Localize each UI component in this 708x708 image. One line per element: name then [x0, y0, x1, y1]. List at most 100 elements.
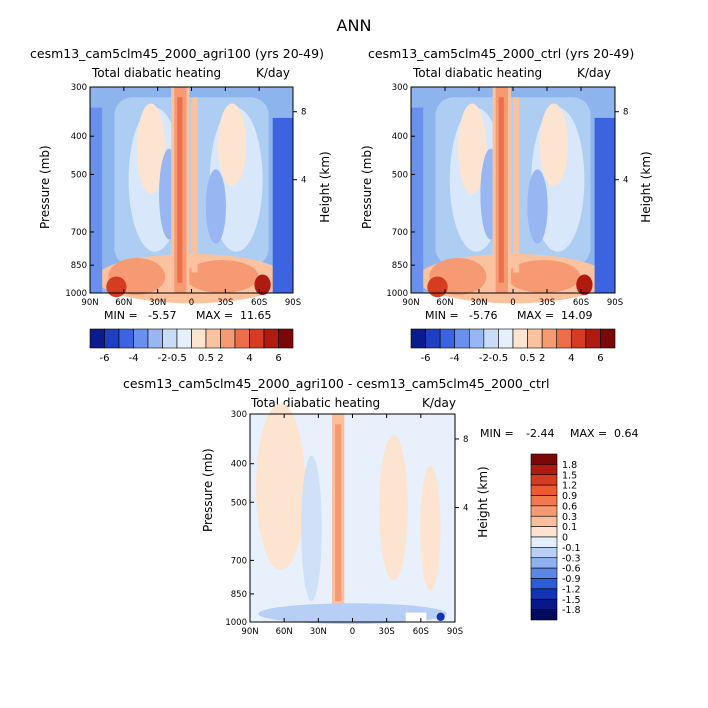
min-value-diff: -2.44 — [526, 427, 555, 440]
field-region — [498, 97, 504, 283]
field-region — [136, 103, 166, 195]
colorbar-label: -4 — [129, 353, 139, 364]
colorbar-box — [530, 453, 558, 465]
colorbar-label: 0 — [562, 533, 568, 544]
y-tick-label: 400 — [392, 132, 408, 142]
x-tick-label: 90N — [402, 298, 419, 308]
field-region — [106, 276, 127, 298]
field-region — [256, 403, 306, 570]
y-tick-label: 1000 — [65, 289, 87, 299]
colorbar-label: 0.6 — [562, 501, 577, 512]
x-tick-label: 60S — [251, 298, 267, 308]
colorbar-label: 2 — [539, 353, 545, 364]
y-tick-label: 400 — [71, 132, 87, 142]
x-tick-label: 30N — [470, 298, 487, 308]
field-region — [301, 455, 322, 602]
y-right-tick-label: 8 — [301, 108, 306, 118]
colorbar-label: -1.5 — [562, 595, 581, 606]
colorbar-label: 2 — [217, 353, 223, 364]
y-tick-label: 850 — [71, 261, 87, 271]
colorbar-label: 0.1 — [562, 522, 577, 533]
field-region — [427, 276, 448, 298]
x-tick-label: 30N — [149, 298, 166, 308]
min-label-ctrl: MIN = — [425, 309, 459, 322]
colorbar-label: -0.5 — [489, 353, 509, 364]
max-label-ctrl: MAX = — [517, 309, 555, 322]
field-region — [379, 434, 408, 581]
colorbar-box — [530, 557, 558, 569]
subtitle-left-agri: Total diabatic heating — [92, 66, 222, 80]
colorbar-box — [530, 495, 558, 507]
min-value-ctrl: -5.76 — [469, 309, 498, 322]
colorbar-label: -1.2 — [562, 584, 581, 595]
x-tick-label: 90S — [607, 298, 623, 308]
y-right-tick-label: 4 — [301, 176, 306, 186]
colorbar-label: -0.9 — [562, 574, 581, 585]
colorbar-box — [530, 547, 558, 559]
y-tick-label: 700 — [231, 556, 247, 566]
colorbar-label: -0.3 — [562, 553, 581, 564]
field-region — [272, 117, 293, 294]
x-tick-label: 60N — [276, 627, 293, 637]
colorbar-label: 0.5 — [198, 353, 214, 364]
y-tick-label: 300 — [392, 83, 408, 93]
colorbar-box — [530, 588, 558, 600]
y-tick-label: 400 — [231, 460, 247, 470]
colorbar-label: 1.8 — [562, 460, 577, 471]
x-tick-label: 60S — [413, 627, 429, 637]
field-region — [513, 97, 520, 273]
y-tick-label: 1000 — [225, 618, 247, 628]
colorbar-label: -2 — [158, 353, 168, 364]
max-value-ctrl: 14.09 — [561, 309, 593, 322]
x-tick-label: 30S — [379, 627, 395, 637]
y-tick-label: 700 — [392, 228, 408, 238]
field-region — [185, 260, 259, 293]
field-region — [457, 103, 487, 195]
field-region — [405, 612, 427, 622]
colorbar-label: -2 — [479, 353, 489, 364]
x-tick-label: 30S — [539, 298, 555, 308]
colorbar-box — [530, 598, 558, 610]
y-right-tick-label: 4 — [623, 176, 628, 186]
y-tick-label: 850 — [231, 590, 247, 600]
field-region — [205, 169, 227, 244]
x-tick-label: 30S — [217, 298, 233, 308]
colorbar-label: -1.8 — [562, 605, 581, 616]
y-tick-label: 1000 — [386, 289, 408, 299]
y-tick-label: 300 — [231, 410, 247, 420]
y-tick-label: 500 — [392, 170, 408, 180]
field-region — [217, 103, 247, 186]
y-right-tick-label: 4 — [463, 504, 468, 514]
x-tick-label: 0 — [189, 298, 194, 308]
colorbar-label: 0.9 — [562, 491, 577, 502]
colorbar-box — [530, 526, 558, 538]
panel-title-ctrl: cesm13_cam5clm45_2000_ctrl (yrs 20-49) — [368, 46, 635, 61]
field-region — [527, 169, 548, 244]
figure-title: ANN — [336, 16, 372, 35]
max-label-diff: MAX = — [570, 427, 608, 440]
subtitle-left-ctrl: Total diabatic heating — [413, 66, 543, 80]
y-tick-label: 500 — [231, 498, 247, 508]
field-region — [90, 107, 103, 293]
colorbar-label: 6 — [275, 353, 281, 364]
colorbar-box — [530, 474, 558, 486]
x-tick-label: 90N — [241, 627, 258, 637]
subtitle-right-agri: K/day — [256, 66, 290, 80]
colorbar-box — [530, 578, 558, 590]
colorbar-box — [530, 609, 558, 621]
colorbar-label: -0.5 — [167, 353, 187, 364]
colorbar-label: -0.1 — [562, 543, 581, 554]
x-tick-label: 60S — [573, 298, 589, 308]
colorbar-label: 0.5 — [520, 353, 536, 364]
colorbar-label: 4 — [246, 353, 252, 364]
y-tick-label: 700 — [71, 228, 87, 238]
colorbar-label: 4 — [568, 353, 574, 364]
colorbar-box — [278, 328, 294, 349]
field-region — [335, 424, 342, 602]
ylabel-right-diff: Height (km) — [476, 466, 490, 538]
x-tick-label: 60N — [115, 298, 132, 308]
field-region — [191, 97, 198, 273]
